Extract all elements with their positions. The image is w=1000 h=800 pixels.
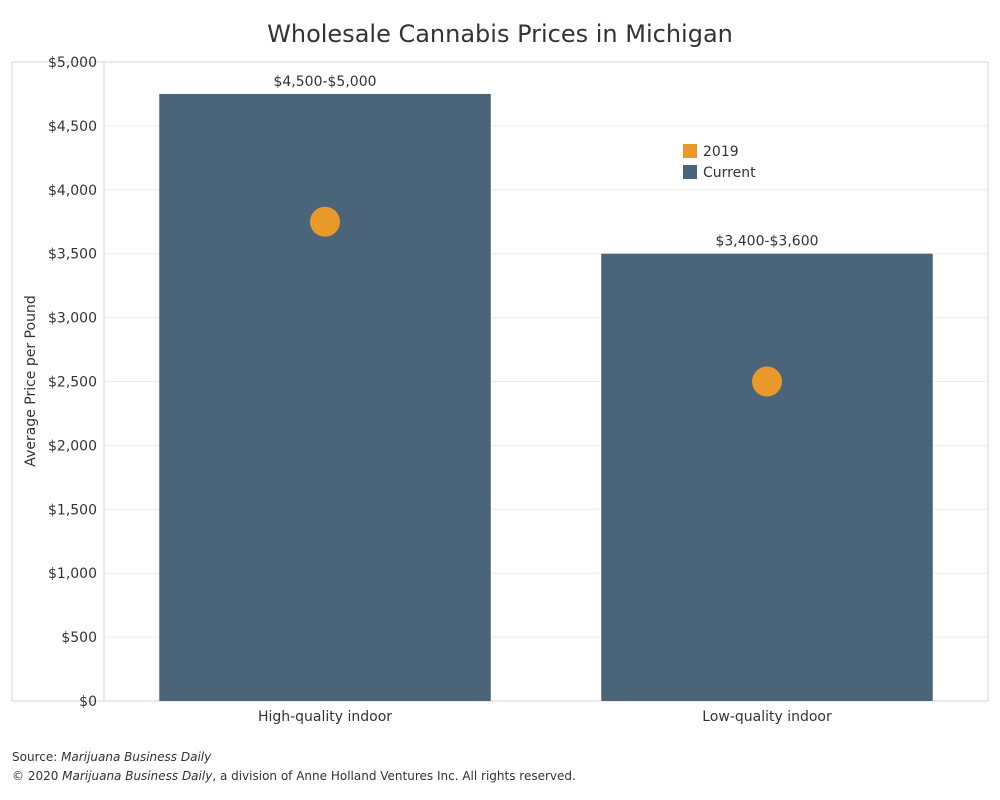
dots-2019 xyxy=(310,206,782,397)
y-tick-label: $3,500 xyxy=(48,247,97,263)
bar-current xyxy=(601,253,933,701)
y-tick-label: $4,500 xyxy=(48,119,97,135)
copyright-note: © 2020 Marijuana Business Daily, a divis… xyxy=(12,769,576,783)
copyright-name: Marijuana Business Daily xyxy=(62,769,213,783)
source-prefix: Source: xyxy=(12,750,62,764)
y-axis-ticks: $0 $500 $1,000 $1,500 $2,000 $2,500 $3,000 $3,5… xyxy=(48,55,97,710)
legend: 2019 Current xyxy=(683,144,756,181)
legend-swatch xyxy=(683,165,697,179)
bars xyxy=(159,93,933,701)
y-tick-label: $1,500 xyxy=(48,502,97,518)
y-tick-label: $2,500 xyxy=(48,375,97,391)
legend-label: Current xyxy=(703,165,756,181)
bar-current xyxy=(159,93,491,701)
y-tick-label: $5,000 xyxy=(48,55,97,71)
copyright-suffix: , a division of Anne Holland Ventures In… xyxy=(212,769,576,783)
source-name: Marijuana Business Daily xyxy=(61,750,212,764)
y-tick-label: $500 xyxy=(61,630,97,646)
y-tick-label: $4,000 xyxy=(48,183,97,199)
copyright-prefix: © 2020 xyxy=(12,769,63,783)
y-tick-label: $1,000 xyxy=(48,566,97,582)
chart-title: Wholesale Cannabis Prices in Michigan xyxy=(267,20,733,48)
y-tick-label: $3,000 xyxy=(48,311,97,327)
dot-2019 xyxy=(310,206,340,237)
legend-swatch xyxy=(683,144,697,158)
y-tick-label: $0 xyxy=(79,694,97,710)
bar-value-label: $3,400-$3,600 xyxy=(715,234,818,250)
bar-value-labels: $4,500-$5,000 $3,400-$3,600 xyxy=(273,74,818,250)
y-axis-label: Average Price per Pound xyxy=(23,295,39,466)
x-tick-label: High-quality indoor xyxy=(258,709,392,725)
bar-value-label: $4,500-$5,000 xyxy=(273,74,376,90)
plot-frame xyxy=(11,61,989,702)
legend-label: 2019 xyxy=(703,144,739,160)
x-axis-ticks: High-quality indoor Low-quality indoor xyxy=(258,709,832,725)
source-note: Source: Marijuana Business Daily xyxy=(12,750,211,764)
dot-2019 xyxy=(752,366,782,397)
y-tick-label: $2,000 xyxy=(48,438,97,454)
x-tick-label: Low-quality indoor xyxy=(702,709,832,725)
